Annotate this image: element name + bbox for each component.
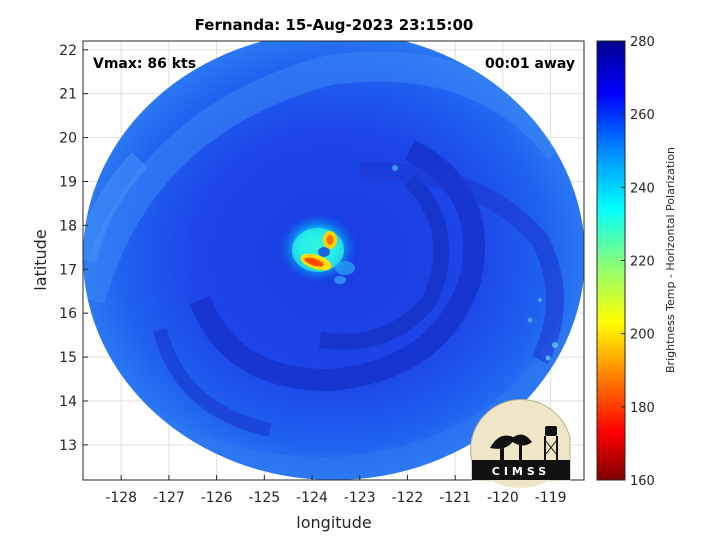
y-tick-label: 14 <box>59 394 77 410</box>
x-tick-label: -126 <box>201 490 233 506</box>
colorbar-ticks: 160 180 200 220 240 260 280 <box>621 35 655 489</box>
y-tick-label: 19 <box>59 174 77 190</box>
vmax-label: Vmax: 86 kts <box>93 56 196 72</box>
cimss-logo: CIMSS <box>470 399 571 488</box>
satellite-swath <box>83 41 584 480</box>
colorbar-tick-label: 220 <box>630 255 655 270</box>
colorbar-tick-label: 280 <box>630 35 655 50</box>
x-axis-label: longitude <box>296 513 371 532</box>
logo-text: CIMSS <box>492 465 550 478</box>
x-tick-label: -124 <box>296 490 328 506</box>
x-tick-label: -125 <box>248 490 280 506</box>
y-tick-label: 15 <box>59 350 77 366</box>
time-offset-label: 00:01 away <box>485 56 575 72</box>
colorbar-tick-label: 260 <box>630 108 655 123</box>
colorbar-tick-label: 180 <box>630 401 655 416</box>
y-tick-label: 22 <box>59 43 77 59</box>
x-axis-ticks: -128 -127 -126 -125 -124 -123 -122 -121 -120 -119 <box>105 475 566 506</box>
colorbar-scale <box>596 40 626 481</box>
colorbar: 160 180 200 220 240 260 280 Brightness Temp - … <box>596 35 677 489</box>
y-tick-label: 20 <box>59 131 77 147</box>
y-axis-label: latitude <box>31 229 50 290</box>
y-tick-label: 16 <box>59 306 77 322</box>
x-tick-label: -121 <box>439 490 471 506</box>
y-tick-label: 18 <box>59 218 77 234</box>
x-tick-label: -128 <box>105 490 137 506</box>
y-axis-ticks: 13 14 15 16 17 18 19 20 21 22 <box>59 43 88 454</box>
y-tick-label: 17 <box>59 262 77 278</box>
x-tick-label: -120 <box>487 490 519 506</box>
colorbar-label: Brightness Temp - Horizontal Polarizatio… <box>664 147 677 373</box>
x-tick-label: -122 <box>392 490 424 506</box>
x-tick-label: -127 <box>153 490 185 506</box>
axes-frame <box>82 40 585 481</box>
y-tick-label: 13 <box>59 438 77 454</box>
x-tick-label: -123 <box>344 490 376 506</box>
colorbar-tick-label: 240 <box>630 181 655 196</box>
colorbar-tick-label: 160 <box>630 474 655 489</box>
y-tick-label: 21 <box>59 87 77 103</box>
figure-title: Fernanda: 15-Aug-2023 23:15:00 <box>195 16 474 34</box>
colorbar-tick-label: 200 <box>630 328 655 343</box>
x-tick-label: -119 <box>535 490 567 506</box>
